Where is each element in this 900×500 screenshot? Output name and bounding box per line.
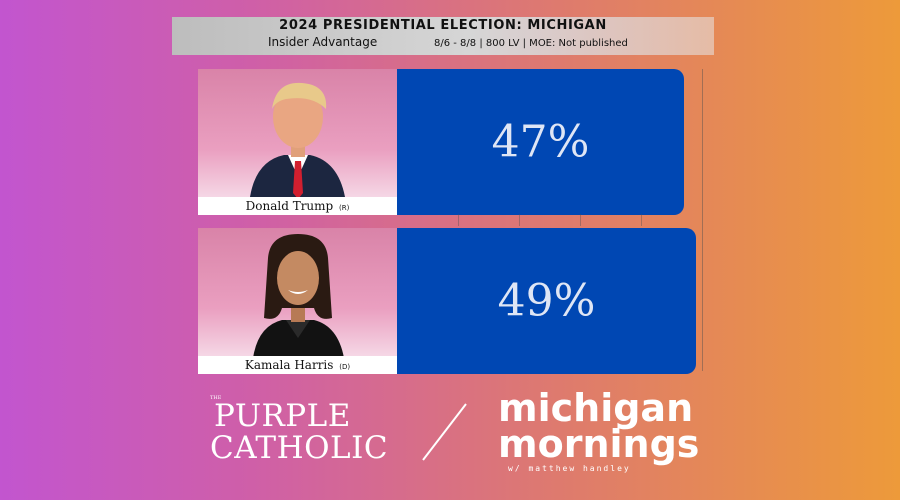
tick-mark	[519, 214, 520, 226]
candidate-name: Kamala Harris	[244, 358, 334, 372]
tick-mark	[458, 214, 459, 226]
candidate-photo-harris: Kamala Harris (D)	[198, 228, 397, 374]
tick-mark	[580, 214, 581, 226]
logo-mornings: mornings	[498, 422, 700, 466]
logo-host: w/ matthew handley	[508, 464, 631, 473]
candidate-name: Donald Trump	[245, 199, 334, 213]
candidate-name-plate: Donald Trump (R)	[198, 197, 397, 215]
candidate-name-plate: Kamala Harris (D)	[198, 356, 397, 374]
tick-mark	[641, 214, 642, 226]
bar-value-label: 49%	[497, 275, 596, 327]
header-banner: 2024 PRESIDENTIAL ELECTION: MICHIGAN Ins…	[172, 17, 714, 55]
candidate-party: (R)	[339, 204, 350, 212]
harris-portrait-icon	[253, 234, 344, 358]
logo-catholic: CATHOLIC	[210, 430, 389, 466]
chart-title: 2024 PRESIDENTIAL ELECTION: MICHIGAN	[279, 18, 607, 33]
candidate-photo-trump: Donald Trump (R)	[198, 69, 397, 215]
trump-portrait-icon	[250, 82, 345, 199]
pollster-name: Insider Advantage	[268, 35, 378, 49]
logo-michigan: michigan	[498, 386, 694, 430]
candidate-party: (D)	[339, 363, 351, 371]
logo-the: THE	[210, 395, 222, 401]
axis-line	[702, 69, 703, 371]
bar-harris: 49%	[397, 228, 696, 374]
logo-purple: PURPLE	[214, 398, 351, 434]
poll-meta: 8/6 - 8/8 | 800 LV | MOE: Not published	[434, 38, 628, 49]
bar-value-label: 47%	[491, 116, 590, 168]
bar-trump: 47%	[397, 69, 684, 215]
